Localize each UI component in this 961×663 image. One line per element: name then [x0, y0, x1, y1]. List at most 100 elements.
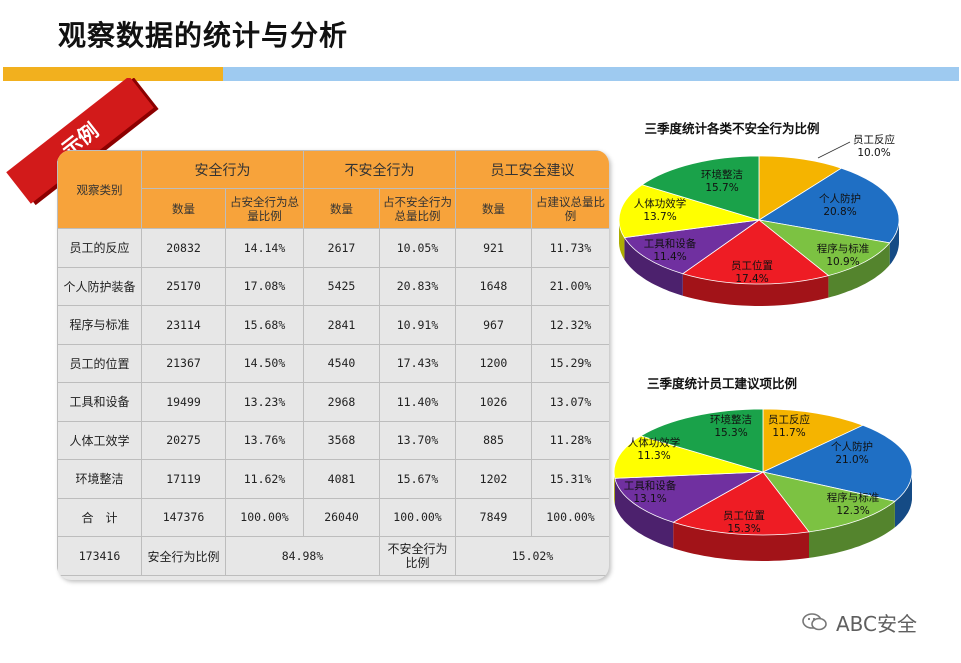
row-category: 环境整洁 — [57, 459, 142, 499]
pie-value: 10.0% — [857, 147, 890, 159]
row-category: 工具和设备 — [57, 382, 142, 422]
cell-ratio: 12.32% — [531, 305, 609, 345]
pie-label: 程序与标准 — [817, 242, 870, 255]
subheader-ratio: 占不安全行为总量比例 — [379, 188, 456, 229]
cell-ratio: 13.07% — [531, 382, 609, 422]
table-row: 工具和设备 19499 13.23% 2968 11.40% 1026 13.07% — [57, 382, 609, 422]
pie-slice — [614, 471, 764, 523]
cell-count: 23114 — [141, 305, 226, 345]
pie-value: 20.8% — [823, 206, 856, 218]
pie-slice — [641, 155, 760, 221]
cell-ratio: 14.50% — [225, 343, 304, 383]
cell-ratio: 11.73% — [531, 228, 609, 268]
wechat-icon — [802, 613, 827, 631]
cell-ratio: 17.08% — [225, 266, 304, 306]
cell-count: 26040 — [303, 497, 380, 537]
cell-count: 4540 — [303, 343, 380, 383]
cell-ratio: 15.68% — [225, 305, 304, 345]
footer-safe-value: 84.98% — [225, 536, 380, 576]
pie-label: 员工位置 — [723, 509, 765, 522]
pie-value: 12.3% — [836, 505, 869, 517]
cell-ratio: 100.00% — [531, 497, 609, 537]
pie-label: 程序与标准 — [827, 491, 880, 504]
pie-slice — [758, 219, 891, 277]
cell-count: 25170 — [141, 266, 226, 306]
cell-count: 4081 — [303, 459, 380, 499]
pie-slice — [613, 435, 764, 479]
pie-value: 11.3% — [637, 450, 670, 462]
row-category: 人体工效学 — [57, 420, 142, 460]
header-bar-blue — [223, 67, 959, 81]
cell-count: 2968 — [303, 382, 380, 422]
subheader-count: 数量 — [141, 188, 226, 229]
table-row: 员工的反应 20832 14.14% 2617 10.05% 921 11.73% — [57, 228, 609, 268]
pie-value: 15.3% — [714, 427, 747, 439]
cell-ratio: 10.05% — [379, 228, 456, 268]
cell-count: 19499 — [141, 382, 226, 422]
cell-ratio: 13.76% — [225, 420, 304, 460]
pie-label: 个人防护 — [831, 440, 873, 453]
cell-ratio: 14.14% — [225, 228, 304, 268]
row-category: 员工的反应 — [57, 228, 142, 268]
header-safe-behavior: 安全行为 — [141, 150, 304, 189]
pie-label: 工具和设备 — [644, 237, 697, 250]
pie-slice — [681, 219, 830, 285]
table-row: 合 计 147376 100.00% 26040 100.00% 7849 100.00% — [57, 497, 609, 537]
cell-count: 2617 — [303, 228, 380, 268]
pie-value: 17.4% — [735, 273, 768, 285]
observation-table: 观察类别 安全行为 不安全行为 员工安全建议 数量 占安全行为总量比例 数量 占… — [57, 150, 609, 576]
pie-slice — [762, 471, 896, 533]
observation-table-container: 观察类别 安全行为 不安全行为 员工安全建议 数量 占安全行为总量比例 数量 占… — [57, 150, 609, 580]
pie-value: 15.3% — [727, 523, 760, 535]
pie-value: 13.1% — [633, 493, 666, 505]
cell-count: 20275 — [141, 420, 226, 460]
row-category: 程序与标准 — [57, 305, 142, 345]
row-category: 合 计 — [57, 497, 142, 537]
pie-slice — [758, 155, 843, 221]
pie-label: 人体功效学 — [628, 436, 681, 449]
pie-value: 15.7% — [705, 182, 738, 194]
pie-value: 13.7% — [643, 211, 676, 223]
pie-slice-side — [614, 478, 674, 549]
cell-count: 885 — [455, 420, 532, 460]
subheader-count: 数量 — [303, 188, 380, 229]
cell-count: 21367 — [141, 343, 226, 383]
cell-ratio: 15.67% — [379, 459, 456, 499]
cell-count: 17119 — [141, 459, 226, 499]
pie-value: 11.4% — [653, 251, 686, 263]
cell-count: 967 — [455, 305, 532, 345]
row-category: 个人防护装备 — [57, 266, 142, 306]
cell-ratio: 15.29% — [531, 343, 609, 383]
header-bar-yellow — [3, 67, 223, 81]
cell-count: 2841 — [303, 305, 380, 345]
cell-count: 7849 — [455, 497, 532, 537]
pie-label: 员工位置 — [731, 259, 773, 272]
pie-label: 人体功效学 — [634, 197, 687, 210]
header-category: 观察类别 — [57, 150, 142, 229]
cell-ratio: 15.31% — [531, 459, 609, 499]
pie-slice — [762, 408, 864, 473]
pie-label: 个人防护 — [819, 192, 861, 205]
pie-label: 工具和设备 — [624, 479, 677, 492]
pie-value: 21.0% — [835, 454, 868, 466]
cell-ratio: 11.40% — [379, 382, 456, 422]
cell-count: 147376 — [141, 497, 226, 537]
pie-value: 10.9% — [826, 256, 859, 268]
cell-count: 1200 — [455, 343, 532, 383]
cell-count: 3568 — [303, 420, 380, 460]
cell-count: 921 — [455, 228, 532, 268]
pie-slice — [618, 184, 760, 239]
pie-value: 11.7% — [772, 427, 805, 439]
header-unsafe-behavior: 不安全行为 — [303, 150, 456, 189]
chart-title: 三季度统计各类不安全行为比例 — [644, 121, 819, 136]
page-title: 观察数据的统计与分析 — [58, 19, 349, 52]
pie-label: 环境整洁 — [710, 413, 752, 426]
row-category: 员工的位置 — [57, 343, 142, 383]
pie-slice-side — [889, 220, 899, 265]
cell-ratio: 17.43% — [379, 343, 456, 383]
pie-label: 环境整洁 — [701, 168, 743, 181]
watermark-text: ABC安全 — [836, 612, 918, 636]
pie-slice — [672, 471, 810, 536]
